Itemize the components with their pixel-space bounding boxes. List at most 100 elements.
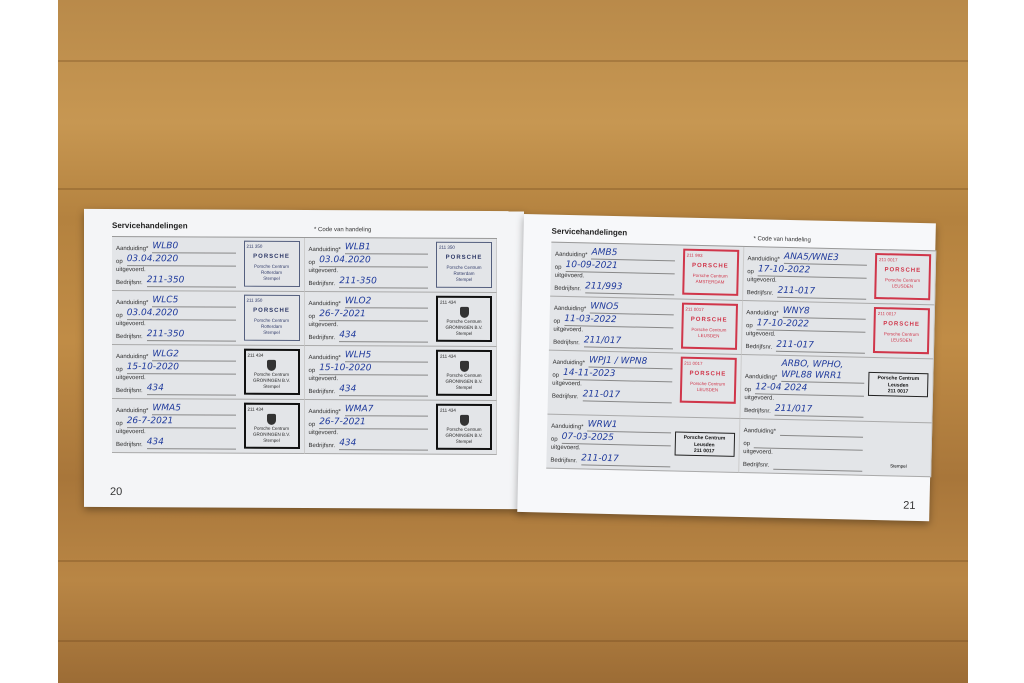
service-grid: Aanduiding* AMB5 op 10-09-2021 uitgevoerd.… (546, 241, 937, 478)
stamp-text: 211 434 (440, 299, 456, 305)
booklet-page-left: Servicehandelingen * Code van handeling … (84, 208, 524, 510)
stamp-text: Stempel (263, 437, 280, 443)
service-date: 03.04.2020 (319, 255, 428, 268)
aanduiding-label: Aanduiding* (308, 247, 341, 254)
service-date: 26-7-2021 (126, 416, 236, 429)
service-date: 26-7-2021 (319, 309, 428, 322)
aanduiding-label: Aanduiding* (116, 354, 149, 361)
porsche-crest-icon (459, 306, 469, 318)
stamp-text: AMSTERDAM (695, 278, 725, 285)
service-code: ARBO, WPHO, WPL88 WRR1 (781, 358, 865, 384)
service-code: WLG2 (152, 349, 236, 362)
op-label: op (550, 436, 558, 443)
company-number: 211-017 (580, 453, 671, 468)
op-label: op (116, 259, 123, 266)
company-number: 211-350 (146, 329, 236, 342)
porsche-crest-icon (267, 359, 276, 371)
service-code: WLB0 (152, 241, 236, 254)
bedrijfsnr-label: Bedrijfsnr. (116, 334, 143, 341)
service-entry: Aanduiding* op uitgevoerd. Bedrijfsnr. St… (738, 418, 933, 478)
company-number: 211-350 (146, 275, 236, 288)
op-label: op (552, 372, 560, 379)
op-label: op (744, 387, 752, 394)
page-title: Servicehandelingen (112, 220, 188, 231)
service-entry: Aanduiding* WLO2 op 26-7-2021 uitgevoerd. … (304, 292, 497, 348)
porsche-crest-icon (459, 360, 469, 372)
service-entry: Aanduiding* AMB5 op 10-09-2021 uitgevoerd.… (550, 242, 744, 301)
company-number: 434 (146, 437, 236, 450)
dealer-stamp: Porsche Centrum Leusden 211 0017 (867, 371, 929, 398)
bedrijfsnr-label: Bedrijfsnr. (553, 339, 580, 347)
op-label: op (308, 260, 316, 267)
service-entry: Aanduiding* WMA5 op 26-7-2021 uitgevoerd. … (112, 398, 305, 455)
page-number: 21 (903, 499, 916, 512)
stamp-text: Stempel (455, 384, 473, 390)
page-title: Servicehandelingen (551, 226, 628, 238)
dealer-stamp: 211 350 PORSCHE Porsche Centrum Rotterda… (243, 294, 300, 341)
bedrijfsnr-label: Bedrijfsnr. (551, 393, 579, 401)
aanduiding-label: Aanduiding* (553, 305, 587, 313)
bedrijfsnr-label: Bedrijfsnr. (742, 462, 770, 469)
company-number: 211-017 (582, 389, 672, 404)
stamp-text: 211 0017 (879, 257, 898, 263)
op-label: op (116, 367, 123, 374)
stamp-text: 211 0017 (684, 360, 703, 367)
stamp-text: Porsche Centrum Rotterdam (253, 317, 289, 329)
aanduiding-label: Aanduiding* (116, 408, 149, 415)
service-code: WLC5 (152, 295, 236, 308)
service-grid: Aanduiding* WLB0 op 03.04.2020 uitgevoerd.… (112, 235, 497, 456)
dealer-stamp: 211 993 PORSCHE Porsche Centrum AMSTERDA… (681, 248, 739, 296)
service-entry: Aanduiding* WPJ1 / WPN8 op 14-11-2023 uitg… (547, 350, 742, 419)
bedrijfsnr-label: Bedrijfsnr. (308, 281, 336, 288)
aanduiding-label: Aanduiding* (743, 428, 777, 435)
company-number: 211-017 (777, 285, 867, 300)
code-note: * Code van handeling (314, 227, 372, 234)
aanduiding-label: Aanduiding* (747, 256, 780, 263)
company-number: 211/993 (584, 281, 674, 296)
company-number: 434 (339, 330, 428, 343)
bedrijfsnr-label: Bedrijfsnr. (116, 280, 143, 287)
company-number: 434 (339, 438, 428, 451)
op-label: op (554, 264, 562, 271)
stamp-text: 211 0017 (877, 311, 897, 317)
stamp-text: 211 434 (440, 407, 456, 413)
booklet-page-right: Servicehandelingen * Code van handeling … (517, 214, 937, 522)
service-entry: Aanduiding* WLB1 op 03.04.2020 uitgevoerd.… (304, 238, 497, 294)
bedrijfsnr-label: Bedrijfsnr. (745, 344, 773, 351)
stamp-text: Stempel (263, 329, 280, 335)
company-number: 434 (146, 383, 236, 396)
service-code: WLB1 (344, 242, 428, 255)
stamp-text: PORSCHE (445, 254, 483, 261)
stamp-text: 211 350 (246, 297, 263, 303)
aanduiding-label: Aanduiding* (116, 246, 149, 253)
service-code: WPJ1 / WPN8 (588, 355, 673, 370)
service-code: WLH5 (344, 350, 428, 363)
service-code: WMA5 (152, 403, 236, 416)
aanduiding-label: Aanduiding* (555, 251, 588, 259)
dealer-stamp: 211 434 Porsche Centrum GRONINGEN B.V. S… (243, 348, 300, 395)
op-label: op (745, 323, 753, 330)
stamp-text: 211 434 (247, 352, 264, 358)
stamp-text: 211 0017 (685, 306, 704, 313)
dealer-stamp: 211 434 Porsche Centrum GRONINGEN B.V. S… (436, 403, 492, 450)
dealer-stamp: Porsche Centrum Leusden 211 0017 (674, 431, 735, 457)
aanduiding-label: Aanduiding* (746, 310, 779, 317)
bedrijfsnr-label: Bedrijfsnr. (554, 285, 582, 293)
service-entry: Aanduiding* WLB0 op 03.04.2020 uitgevoerd.… (112, 236, 305, 293)
stamp-text: 211 350 (439, 244, 455, 250)
dealer-stamp: 211 0017 PORSCHE Porsche Centrum LEUSDEN (872, 306, 930, 355)
dealer-stamp: 211 434 Porsche Centrum GRONINGEN B.V. S… (243, 402, 300, 449)
bedrijfsnr-label: Bedrijfsnr. (746, 290, 774, 297)
service-date: 26-7-2021 (319, 417, 428, 430)
service-entry: Aanduiding* ANA5/WNE3 op 17-10-2022 uitgev… (742, 246, 937, 306)
op-label: op (116, 421, 123, 428)
code-note: * Code van handeling (753, 236, 811, 244)
stamp-text: Porsche Centrum Rotterdam (253, 263, 289, 275)
company-number: 211-017 (776, 339, 866, 354)
bedrijfsnr-label: Bedrijfsnr. (308, 335, 336, 342)
service-entry: Aanduiding* WRW1 op 07-03-2025 uitgevoerd.… (546, 414, 740, 473)
stamp-text: Porsche Centrum (877, 375, 920, 383)
stamp-label: Stempel (890, 463, 907, 469)
service-date: 03.04.2020 (126, 254, 236, 267)
company-number: 211/017 (774, 403, 864, 418)
